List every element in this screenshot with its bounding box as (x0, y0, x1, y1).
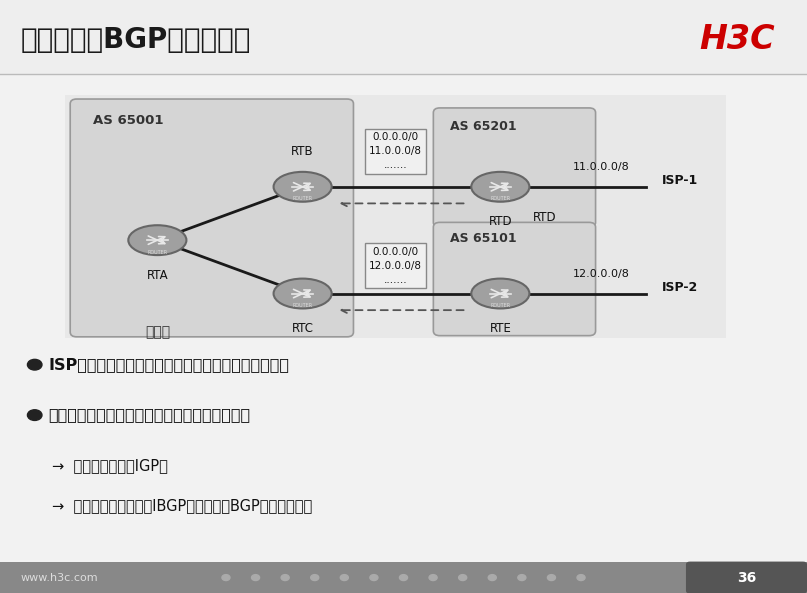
Text: 36: 36 (737, 570, 756, 585)
Circle shape (252, 575, 260, 581)
Text: www.h3c.com: www.h3c.com (20, 573, 98, 582)
Circle shape (370, 575, 378, 581)
Circle shape (518, 575, 526, 581)
Circle shape (488, 575, 496, 581)
Text: 11.0.0.0/8: 11.0.0.0/8 (573, 162, 629, 172)
Text: ISP-1: ISP-1 (662, 174, 698, 187)
Text: ROUTER: ROUTER (293, 196, 312, 202)
Ellipse shape (471, 172, 529, 202)
Text: ROUTER: ROUTER (491, 303, 510, 308)
Circle shape (222, 575, 230, 581)
Text: RTA: RTA (147, 269, 168, 282)
Text: 0.0.0.0/0
12.0.0.0/8
.......: 0.0.0.0/0 12.0.0.0/8 ....... (369, 247, 422, 285)
Circle shape (27, 410, 42, 420)
FancyBboxPatch shape (0, 0, 807, 74)
Circle shape (577, 575, 585, 581)
Circle shape (399, 575, 408, 581)
Text: ROUTER: ROUTER (148, 250, 167, 255)
FancyBboxPatch shape (433, 108, 596, 227)
FancyBboxPatch shape (0, 562, 807, 593)
Circle shape (27, 359, 42, 370)
Text: →  导入外部路由到IGP内: → 导入外部路由到IGP内 (52, 458, 169, 473)
Text: RTB: RTB (291, 145, 314, 158)
Text: 12.0.0.0/8: 12.0.0.0/8 (573, 269, 629, 279)
Circle shape (311, 575, 319, 581)
Circle shape (341, 575, 349, 581)
Text: 出口路由器与内部路由器间有两种路由发布方式: 出口路由器与内部路由器间有两种路由发布方式 (48, 407, 250, 423)
FancyBboxPatch shape (433, 222, 596, 336)
Circle shape (458, 575, 466, 581)
Text: AS 65101: AS 65101 (450, 232, 517, 246)
Circle shape (429, 575, 437, 581)
Text: RTC: RTC (291, 322, 314, 335)
Text: ISP-2: ISP-2 (662, 281, 698, 294)
Text: 0.0.0.0/0
11.0.0.0/8
.......: 0.0.0.0/0 11.0.0.0/8 ....... (369, 132, 422, 170)
Text: ROUTER: ROUTER (491, 196, 510, 202)
Text: RTD: RTD (533, 211, 556, 224)
Ellipse shape (274, 279, 332, 308)
Ellipse shape (471, 279, 529, 308)
Text: RTD: RTD (488, 215, 512, 228)
Text: ISP边界路由器发布缺省路由及部分明细路由到企业网: ISP边界路由器发布缺省路由及部分明细路由到企业网 (48, 357, 290, 372)
Text: H3C: H3C (699, 23, 775, 56)
Text: ROUTER: ROUTER (293, 303, 312, 308)
Ellipse shape (274, 172, 332, 202)
Text: 多出口网络BGP部署方式二: 多出口网络BGP部署方式二 (20, 25, 250, 54)
Text: AS 65001: AS 65001 (93, 114, 163, 127)
Text: 企业网: 企业网 (144, 325, 170, 339)
Text: →  与内部路由器间建立IBGP连接，通过BGP发布外部路由: → 与内部路由器间建立IBGP连接，通过BGP发布外部路由 (52, 498, 312, 514)
Ellipse shape (128, 225, 186, 255)
FancyBboxPatch shape (70, 99, 353, 337)
FancyBboxPatch shape (686, 562, 807, 593)
Circle shape (547, 575, 555, 581)
Text: RTE: RTE (489, 322, 512, 335)
Circle shape (281, 575, 289, 581)
FancyBboxPatch shape (65, 95, 726, 338)
Text: AS 65201: AS 65201 (450, 120, 517, 133)
